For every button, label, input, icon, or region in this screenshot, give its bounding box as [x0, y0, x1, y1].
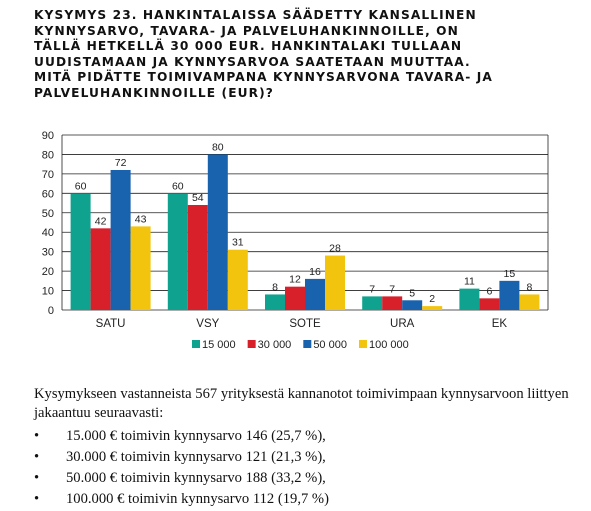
bar: [110, 170, 131, 310]
bar: [325, 255, 345, 310]
summary-item: 50.000 € toimivin kynnysarvo 188 (33,2 %…: [34, 469, 574, 490]
y-tick-label: 90: [42, 130, 54, 142]
legend-swatch: [303, 340, 312, 348]
bar: [519, 294, 540, 310]
bar: [227, 249, 248, 310]
y-tick-label: 0: [48, 305, 54, 317]
y-tick-label: 80: [42, 149, 54, 161]
data-label: 7: [369, 283, 375, 295]
bar: [187, 205, 208, 310]
bar: [305, 278, 325, 310]
question-line: KYNNYSARVO, TAVARA- JA PALVELUHANKINNOIL…: [34, 23, 459, 38]
bar: [479, 298, 500, 310]
question-line: KYSYMYS 23. HANKINTALAISSA SÄÄDETTY KANS…: [34, 8, 477, 22]
data-label: 6: [486, 285, 492, 297]
data-label: 11: [464, 276, 475, 288]
data-label: 2: [429, 293, 435, 305]
bar: [167, 193, 188, 310]
data-label: 42: [95, 215, 107, 227]
x-category-label: EK: [492, 318, 508, 330]
legend-label: 100 000: [369, 339, 409, 351]
bar-chart: 60 42 72 43 60 54 80 31 8 12 16 28 7 7 5 2 11 6 15 8 0 10 20 3…: [42, 130, 549, 351]
data-label: 54: [192, 192, 204, 204]
legend-label: 15 000: [202, 339, 236, 351]
question-line: PALVELUHANKINNOILLE (EUR)?: [34, 85, 274, 100]
data-label: 80: [212, 141, 224, 153]
data-label: 31: [232, 237, 244, 249]
chart-axes: 0 10 20 30 40 50 60 70 80 90 SATU VSY SOTE URA EK: [42, 130, 549, 330]
data-label: 43: [135, 213, 147, 225]
bar: [402, 300, 423, 310]
data-label: 12: [289, 274, 301, 286]
y-tick-label: 10: [42, 286, 54, 298]
bar: [90, 228, 111, 310]
y-tick-label: 70: [42, 169, 54, 181]
data-label: 28: [329, 243, 341, 255]
y-tick-label: 60: [42, 188, 54, 200]
data-label: 5: [409, 287, 415, 299]
question-line: MITÄ PIDÄTTE TOIMIVAMPANA KYNNYSARVONA T…: [34, 70, 493, 85]
data-label: 15: [504, 268, 516, 280]
chart-data-labels: 60 42 72 43 60 54 80 31 8 12 16 28 7 7 5 2 11 6 15 8: [75, 141, 533, 305]
x-category-label: SOTE: [289, 318, 321, 330]
data-label: 8: [272, 281, 278, 293]
bar: [130, 226, 151, 310]
summary-intro: Kysymykseen vastanneista 567 yrityksestä…: [34, 386, 569, 421]
y-tick-label: 20: [42, 266, 54, 278]
summary-item: 15.000 € toimivin kynnysarvo 146 (25,7 %…: [34, 427, 574, 448]
bar: [422, 306, 443, 310]
bar: [499, 280, 520, 310]
bar: [207, 154, 228, 310]
summary-item: 100.000 € toimivin kynnysarvo 112 (19,7 …: [34, 490, 574, 511]
data-label: 8: [526, 281, 532, 293]
chart-bars: [70, 154, 540, 310]
summary-text: Kysymykseen vastanneista 567 yrityksestä…: [34, 385, 574, 511]
summary-item: 30.000 € toimivin kynnysarvo 121 (21,3 %…: [34, 448, 574, 469]
data-label: 60: [172, 180, 184, 192]
x-category-label: URA: [390, 318, 415, 330]
bar: [70, 193, 91, 310]
summary-list: 15.000 € toimivin kynnysarvo 146 (25,7 %…: [34, 427, 574, 511]
question-heading: KYSYMYS 23. HANKINTALAISSA SÄÄDETTY KANS…: [34, 8, 554, 102]
y-tick-label: 30: [42, 247, 54, 259]
data-label: 72: [115, 157, 127, 169]
legend-swatch: [192, 340, 200, 348]
y-tick-label: 50: [42, 208, 54, 220]
legend-label: 50 000: [313, 339, 347, 351]
question-line: UUDISTAMAAN JA KYNNYSARVOA SAATETAAN MUU…: [34, 54, 471, 69]
legend-swatch: [358, 340, 367, 348]
y-tick-label: 40: [42, 227, 54, 239]
bar: [459, 288, 480, 310]
x-category-label: SATU: [96, 318, 126, 330]
legend-swatch: [247, 340, 256, 348]
question-line: TÄLLÄ HETKELLÄ 30 000 EUR. HANKINTALAKI …: [34, 39, 463, 54]
data-label: 16: [309, 266, 321, 278]
bar: [265, 294, 285, 310]
x-category-label: VSY: [196, 318, 219, 330]
bar: [285, 286, 305, 310]
chart-legend: 15 000 30 000 50 000 100 000: [192, 339, 409, 351]
legend-label: 30 000: [258, 339, 292, 351]
data-label: 7: [389, 283, 395, 295]
bar: [382, 296, 403, 310]
data-label: 60: [75, 180, 87, 192]
bar: [362, 296, 383, 310]
